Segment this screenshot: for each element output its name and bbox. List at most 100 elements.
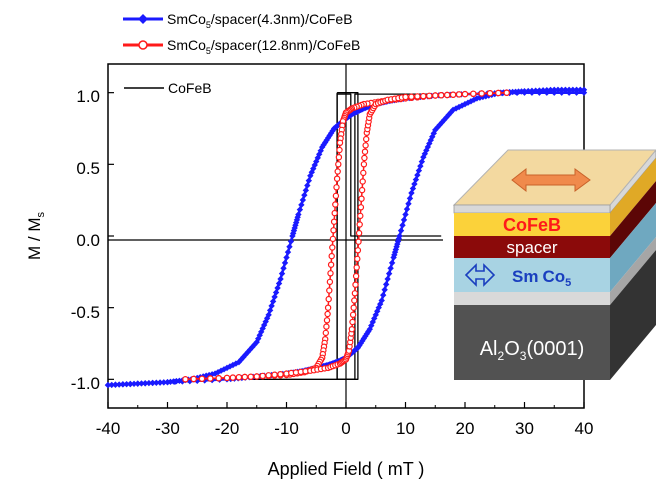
series-1-point (289, 230, 297, 237)
series-2-point (363, 135, 370, 143)
svg-text:SmCo5: Sm Co5 (512, 267, 571, 289)
series-1-point (284, 248, 292, 256)
series-2-point (322, 329, 329, 337)
legend-label-3: CoFeB (168, 80, 212, 96)
series-2-point (327, 261, 335, 268)
layer-label-smco-co: Co (542, 267, 565, 286)
series-1-point (278, 270, 286, 277)
series-1-point (330, 125, 338, 132)
legend: SmCo5/spacer(4.3nm)/CoFeB SmCo5/spacer(1… (123, 11, 360, 96)
series-2-point (336, 139, 344, 146)
series-2-point (486, 89, 494, 97)
series-1-point (577, 86, 584, 93)
series-2-point (332, 192, 340, 200)
series-1-point (532, 87, 539, 94)
series-2-point (356, 221, 363, 228)
side-face-smco (610, 203, 656, 292)
series-2-point (259, 372, 266, 380)
series-2-point (324, 310, 331, 318)
legend-marker-circle (138, 40, 148, 50)
side-face-substrate (610, 250, 656, 380)
series-1-point (573, 86, 580, 93)
legend-label-1b: 5 (206, 20, 211, 30)
series-1-point (134, 380, 141, 387)
series-1-point (296, 206, 304, 213)
series-1-point (396, 232, 403, 240)
series-1-point (141, 380, 149, 387)
series-2-point (358, 186, 366, 194)
series-1-point (299, 196, 307, 204)
series-1-point (432, 126, 439, 134)
series-1-point (443, 114, 450, 121)
y-tick-label: -1.0 (71, 374, 100, 393)
series-2-point (235, 374, 243, 381)
series-2-point (444, 91, 451, 99)
layer-stack-inset: CoFeB spacer Sm Co5 Al2O3(0001) (452, 149, 656, 380)
layer-label-orientation: (0001) (526, 338, 584, 360)
series-1-point (392, 246, 400, 253)
series-1-point (382, 281, 390, 288)
series-1-point (319, 143, 326, 151)
series-2-point (333, 184, 340, 191)
series-2-point (331, 209, 338, 217)
series-1-point (164, 379, 171, 386)
series-1-point (156, 379, 164, 386)
layer-label-spacer: spacer (506, 238, 557, 257)
x-tick-label: 0 (341, 419, 350, 438)
x-tick-label: 10 (396, 419, 415, 438)
series-2-point (478, 90, 485, 97)
series-1-point (223, 364, 231, 372)
axis-ticks (107, 92, 585, 408)
series-2-point (207, 375, 214, 382)
side-face-spacer (610, 181, 656, 258)
series-2-point (182, 376, 189, 383)
series-2-point (354, 247, 362, 254)
legend-label-2a: SmCo (167, 37, 206, 53)
double-arrow-icon (464, 263, 496, 287)
series-2-point (223, 374, 231, 382)
series-2-point (271, 371, 278, 378)
series-1-point (302, 187, 310, 194)
series-1-point (403, 205, 411, 213)
series-1-point (294, 213, 301, 221)
cofeb-loop-box (336, 92, 359, 380)
series-2-point (335, 161, 342, 168)
x-tick-label: 20 (456, 419, 475, 438)
layer-label-smco-sm: Sm (512, 267, 538, 286)
top-face-glass-edge (453, 204, 611, 214)
x-tick-label: -30 (155, 419, 180, 438)
y-tick-label: 1.0 (76, 87, 100, 106)
series-2-point (357, 212, 364, 220)
layer-cofeb (454, 213, 610, 236)
plot-curves (104, 86, 588, 389)
series-1-point (112, 381, 119, 388)
series-1-point (320, 141, 327, 149)
series-1-point (289, 232, 296, 240)
series-2-point (461, 90, 469, 98)
series-2-point (360, 161, 368, 168)
series-1-point (473, 95, 481, 102)
series-1-point (395, 235, 403, 242)
y-tick-labels: -1.0 -0.5 0.0 0.5 1.0 (71, 87, 100, 393)
magnetization-arrow-icon (511, 167, 591, 193)
series-1-point (580, 86, 588, 93)
x-tick-label: -40 (96, 419, 121, 438)
series-1-point (387, 265, 394, 272)
series-2-point (326, 287, 333, 294)
series-2-point (495, 89, 502, 97)
series-1-point (424, 143, 432, 151)
svg-text:SmCo5/spacer(4.3nm)/CoFeB: SmCo5/spacer(4.3nm)/CoFeB (167, 11, 353, 30)
series-2-point (198, 375, 206, 382)
series-2-point (352, 272, 360, 280)
series-1-point (551, 86, 558, 93)
legend-label-1c: /spacer(4.3nm)/CoFeB (211, 11, 353, 27)
series-2-point (362, 142, 369, 149)
series-1-point (405, 200, 412, 207)
svg-text:Al2O3(0001): Al2O3(0001) (480, 338, 585, 363)
series-2-point (408, 93, 415, 100)
x-tick-label: 40 (575, 419, 594, 438)
series-2-point (229, 374, 237, 381)
series-2-point (361, 148, 369, 155)
series-1-point (307, 172, 314, 179)
